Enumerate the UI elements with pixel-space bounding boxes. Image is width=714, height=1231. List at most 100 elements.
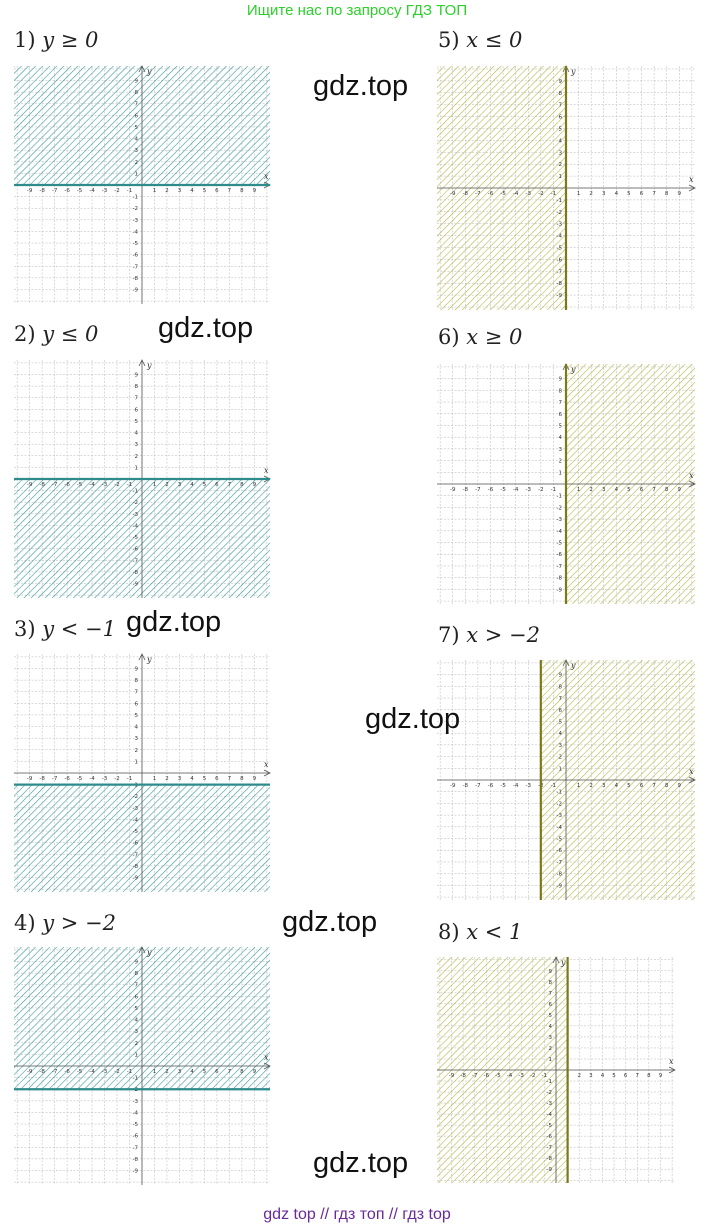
x-tick-label: -5 <box>500 191 506 197</box>
x-tick-label: 2 <box>589 487 593 493</box>
y-tick-label: -8 <box>547 1156 553 1162</box>
y-tick-label: 4 <box>549 1024 553 1030</box>
graph-3: xy-9-8-7-6-5-4-3-2-1123456789987654321-1… <box>14 653 271 892</box>
y-tick-label: 7 <box>559 400 563 406</box>
search-banner[interactable]: Ищите нас по запросу ГДЗ ТОП <box>246 2 468 19</box>
x-tick-label: 3 <box>589 1073 593 1079</box>
x-tick-label: 2 <box>589 783 593 789</box>
footer-links[interactable]: gdz top // гдз топ // гдз top <box>263 1206 451 1223</box>
x-arrow <box>688 776 696 784</box>
x-tick-label: 2 <box>165 188 169 194</box>
x-tick-label: 6 <box>624 1073 628 1079</box>
y-tick-label: -8 <box>557 576 563 582</box>
y-tick-label: -5 <box>557 837 563 843</box>
x-tick-label: 7 <box>228 1069 232 1075</box>
x-tick-label: 7 <box>652 191 656 197</box>
y-tick-label: 6 <box>135 701 139 707</box>
x-tick-label: -6 <box>64 776 70 782</box>
graph-4: x y -9 -8 -7 -6 -5 -4 -3 -2 -1 1 2 3 4 5 6 7 8 9 9 8 7 6 5 4 3 2 1 -1… <box>14 946 271 1185</box>
y-tick-label: 6 <box>559 708 563 714</box>
watermark: gdz.top <box>158 312 254 344</box>
y-tick-label: 3 <box>135 1029 139 1035</box>
x-tick-label: -1 <box>551 191 556 197</box>
x-tick-label: -9 <box>450 191 456 197</box>
y-tick-label: 5 <box>135 125 139 131</box>
x-tick-label: -8 <box>463 191 469 197</box>
x-tick-label: -5 <box>77 188 83 194</box>
x-tick-label: -9 <box>27 482 33 488</box>
x-tick-label: -1 <box>551 487 556 493</box>
x-tick-label: 8 <box>665 783 669 789</box>
x-tick-label: 4 <box>615 487 619 493</box>
y-tick-label: -9 <box>133 875 139 881</box>
y-tick-label: -4 <box>557 529 563 535</box>
x-tick-label: 3 <box>602 783 606 789</box>
y-tick-label: 4 <box>135 1018 139 1024</box>
y-tick-label: -9 <box>133 287 139 293</box>
problem-8-label: 8) x < 1 <box>438 920 523 944</box>
x-tick-label: -9 <box>27 188 33 194</box>
x-tick-label: 4 <box>190 776 194 782</box>
y-tick-label: -5 <box>557 541 563 547</box>
y-arrow <box>552 956 560 964</box>
x-tick-label: 5 <box>203 482 207 488</box>
x-tick-label: 4 <box>190 1069 194 1075</box>
problem-2-label: 2) y ≤ 0 <box>14 322 99 346</box>
graph-8: xy-9-8-7-6-5-4-3-2-1123456789987654321-1… <box>437 956 676 1183</box>
y-tick-label: -6 <box>133 841 139 847</box>
y-tick-label: 1 <box>559 174 563 180</box>
y-tick-label: 2 <box>559 459 563 465</box>
x-tick-label: -6 <box>488 191 494 197</box>
x-tick-label: -1 <box>127 776 132 782</box>
watermark: gdz.top <box>126 606 222 638</box>
graph-5: x y -9 -8 -7 -6 -5 -4 -3 -2 -1 1 2 3 4 5 6 7 8 9 9 8 7 6 5 4 3 2 1 -1… <box>437 65 696 310</box>
x-tick-label: 4 <box>190 188 194 194</box>
y-tick-label: 4 <box>135 431 139 437</box>
graph-7: x y -9 -8 -7 -6 -5 -4 -3 -2 -1 1 2 3 4 5 6 7 8 9 9 8 7 6 5 4 3 2 1 -1… <box>437 659 696 900</box>
y-tick-label: -7 <box>133 852 139 858</box>
y-tick-label: -1 <box>557 198 562 204</box>
y-tick-label: 3 <box>135 736 139 742</box>
y-tick-label: -6 <box>133 253 139 259</box>
y-tick-label: 9 <box>135 373 139 379</box>
x-tick-label: 6 <box>215 188 219 194</box>
x-tick-label: -8 <box>460 1073 466 1079</box>
x-tick-label: -8 <box>39 482 45 488</box>
x-tick-label: -7 <box>52 188 58 194</box>
problem-7-label: 7) x > −2 <box>438 623 540 647</box>
y-tick-label: -9 <box>557 587 563 593</box>
x-tick-label: 5 <box>203 1069 207 1075</box>
x-tick-label: -4 <box>513 191 519 197</box>
y-tick-label: 7 <box>559 103 563 109</box>
y-tick-label: 9 <box>559 79 563 85</box>
x-tick-label: -3 <box>102 482 108 488</box>
x-tick-label: -1 <box>542 1073 547 1079</box>
y-tick-label: -1 <box>133 489 138 495</box>
y-tick-label: -4 <box>133 1110 139 1116</box>
x-tick-label: 5 <box>627 191 631 197</box>
x-tick-label: -3 <box>526 783 532 789</box>
y-tick-label: 1 <box>135 759 139 765</box>
x-tick-label: 5 <box>203 776 207 782</box>
y-tick-label: 2 <box>135 160 139 166</box>
x-tick-label: -3 <box>518 1073 524 1079</box>
x-tick-label: 3 <box>602 191 606 197</box>
y-tick-label: 7 <box>135 690 139 696</box>
y-tick-label: -3 <box>133 806 139 812</box>
y-tick-label: 7 <box>135 396 139 402</box>
x-tick-label: 2 <box>165 482 169 488</box>
y-tick-label: 2 <box>135 748 139 754</box>
y-tick-label: -6 <box>547 1134 553 1140</box>
x-tick-label: -9 <box>450 783 456 789</box>
x-tick-label: -6 <box>488 487 494 493</box>
y-tick-label: -2 <box>133 500 138 506</box>
y-arrow <box>138 653 146 661</box>
x-axis-label: x <box>264 172 269 181</box>
y-arrow <box>562 659 570 667</box>
axes <box>14 946 271 1185</box>
x-tick-label: 9 <box>678 487 682 493</box>
y-tick-label: -9 <box>133 1168 139 1174</box>
y-tick-label: 4 <box>135 725 139 731</box>
x-tick-label: -1 <box>127 1069 132 1075</box>
x-tick-label: -5 <box>77 1069 83 1075</box>
